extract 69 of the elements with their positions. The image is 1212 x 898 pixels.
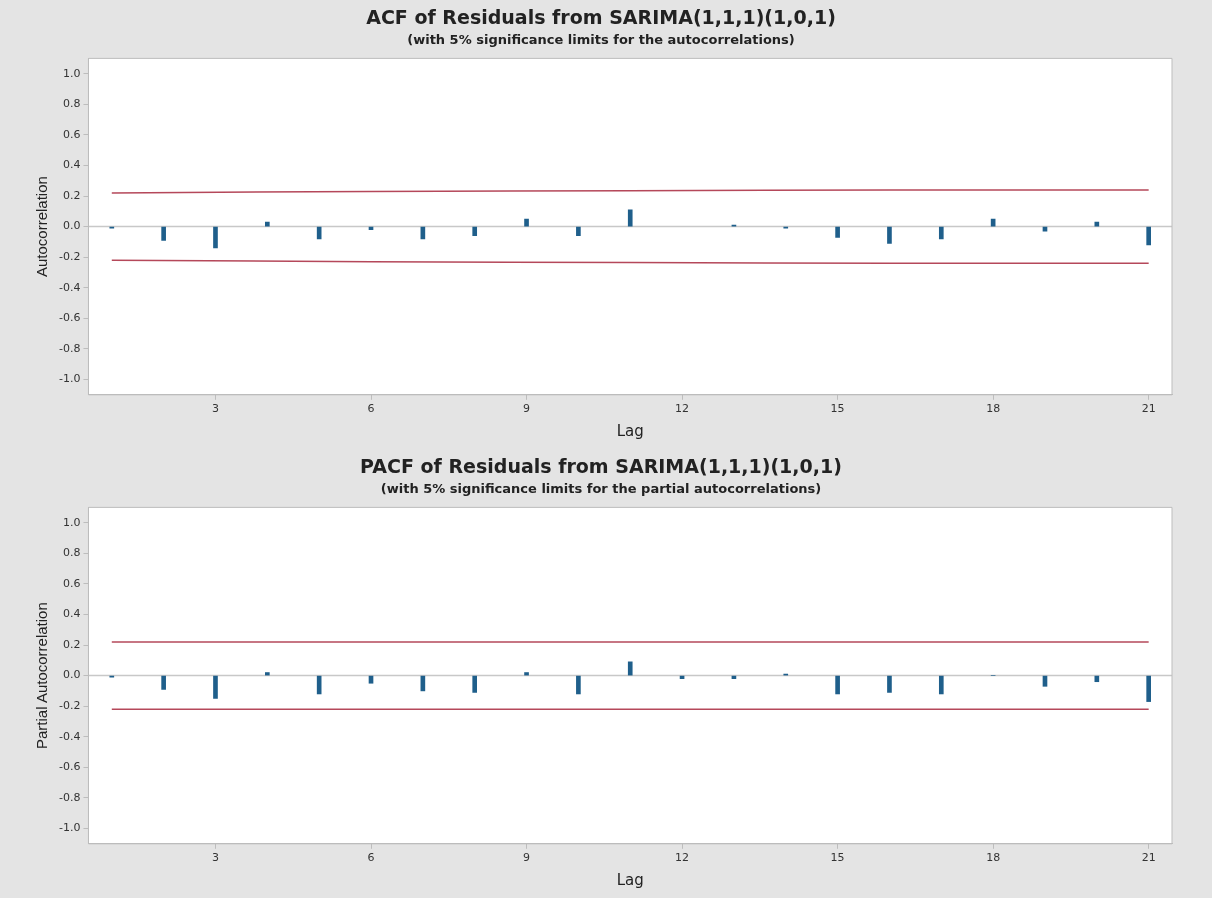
bar <box>161 675 166 690</box>
bar <box>264 672 270 676</box>
y-axis-title: Partial Autocorrelation <box>33 602 51 749</box>
x-tick-label: 6 <box>367 851 375 865</box>
x-tick-label: 21 <box>1141 402 1156 416</box>
y-tick-label: -0.6 <box>58 311 81 325</box>
bar <box>887 675 892 693</box>
chart-title: ACF of Residuals from SARIMA(1,1,1)(1,0,1) <box>366 6 836 29</box>
bar <box>524 672 529 676</box>
x-tick-label: 3 <box>211 402 219 416</box>
bar <box>887 226 892 244</box>
x-tick-label: 9 <box>523 851 531 865</box>
y-tick-label: -0.2 <box>58 250 81 264</box>
y-tick-label: -0.4 <box>58 280 81 294</box>
bar <box>835 226 840 238</box>
y-axis-title: Autocorrelation <box>33 176 51 278</box>
y-tick-label: 0.0 <box>62 219 81 233</box>
bar <box>524 218 529 227</box>
x-tick-label: 18 <box>986 402 1001 416</box>
bar <box>627 661 633 676</box>
y-tick-label: 0.6 <box>62 127 81 141</box>
bar <box>1042 226 1048 232</box>
x-tick-label: 15 <box>830 851 845 865</box>
bar <box>1094 221 1100 227</box>
x-tick-label: 18 <box>986 851 1001 865</box>
x-axis-title: Lag <box>616 870 644 889</box>
y-tick-label: 0.4 <box>62 607 81 621</box>
y-tick-label: -1.0 <box>58 372 81 386</box>
bar <box>938 675 944 695</box>
x-tick-label: 21 <box>1141 851 1156 865</box>
bar <box>1146 675 1151 702</box>
bar <box>213 226 218 249</box>
x-tick-label: 12 <box>675 851 690 865</box>
y-tick-label: 0.4 <box>62 158 81 172</box>
y-tick-label: 0.0 <box>62 668 81 682</box>
bar <box>472 226 478 237</box>
bar <box>627 209 633 227</box>
y-tick-label: 1.0 <box>62 515 81 529</box>
y-tick-label: 1.0 <box>62 66 81 80</box>
bar <box>835 675 840 695</box>
bar <box>213 675 218 699</box>
bar <box>472 675 478 693</box>
y-tick-label: -0.8 <box>58 790 81 804</box>
x-tick-label: 12 <box>675 402 690 416</box>
bar <box>576 675 581 695</box>
chart-subtitle: (with 5% significance limits for the partial autocorrelations) <box>380 480 822 496</box>
y-tick-label: -0.8 <box>58 341 81 355</box>
chart-subtitle: (with 5% significance limits for the autocorrelations) <box>407 31 795 47</box>
bar <box>1146 226 1151 246</box>
x-tick-label: 9 <box>523 402 531 416</box>
y-tick-label: 0.6 <box>62 576 81 590</box>
y-tick-label: 0.2 <box>62 637 81 651</box>
x-tick-label: 15 <box>830 402 845 416</box>
y-tick-label: 0.2 <box>62 188 81 202</box>
bar <box>264 221 270 227</box>
bar <box>938 226 944 240</box>
chart-title: PACF of Residuals from SARIMA(1,1,1)(1,0,1) <box>360 455 842 478</box>
x-axis-title: Lag <box>616 421 644 440</box>
bar <box>161 226 166 241</box>
y-tick-label: 0.8 <box>62 97 81 111</box>
y-tick-label: -0.6 <box>58 760 81 774</box>
x-tick-label: 3 <box>211 851 219 865</box>
y-tick-label: -0.4 <box>58 729 81 743</box>
bar <box>576 226 581 237</box>
bar <box>1094 675 1100 683</box>
y-tick-label: -0.2 <box>58 699 81 713</box>
x-tick-label: 6 <box>367 402 375 416</box>
y-tick-label: -1.0 <box>58 821 81 835</box>
y-tick-label: 0.8 <box>62 546 81 560</box>
